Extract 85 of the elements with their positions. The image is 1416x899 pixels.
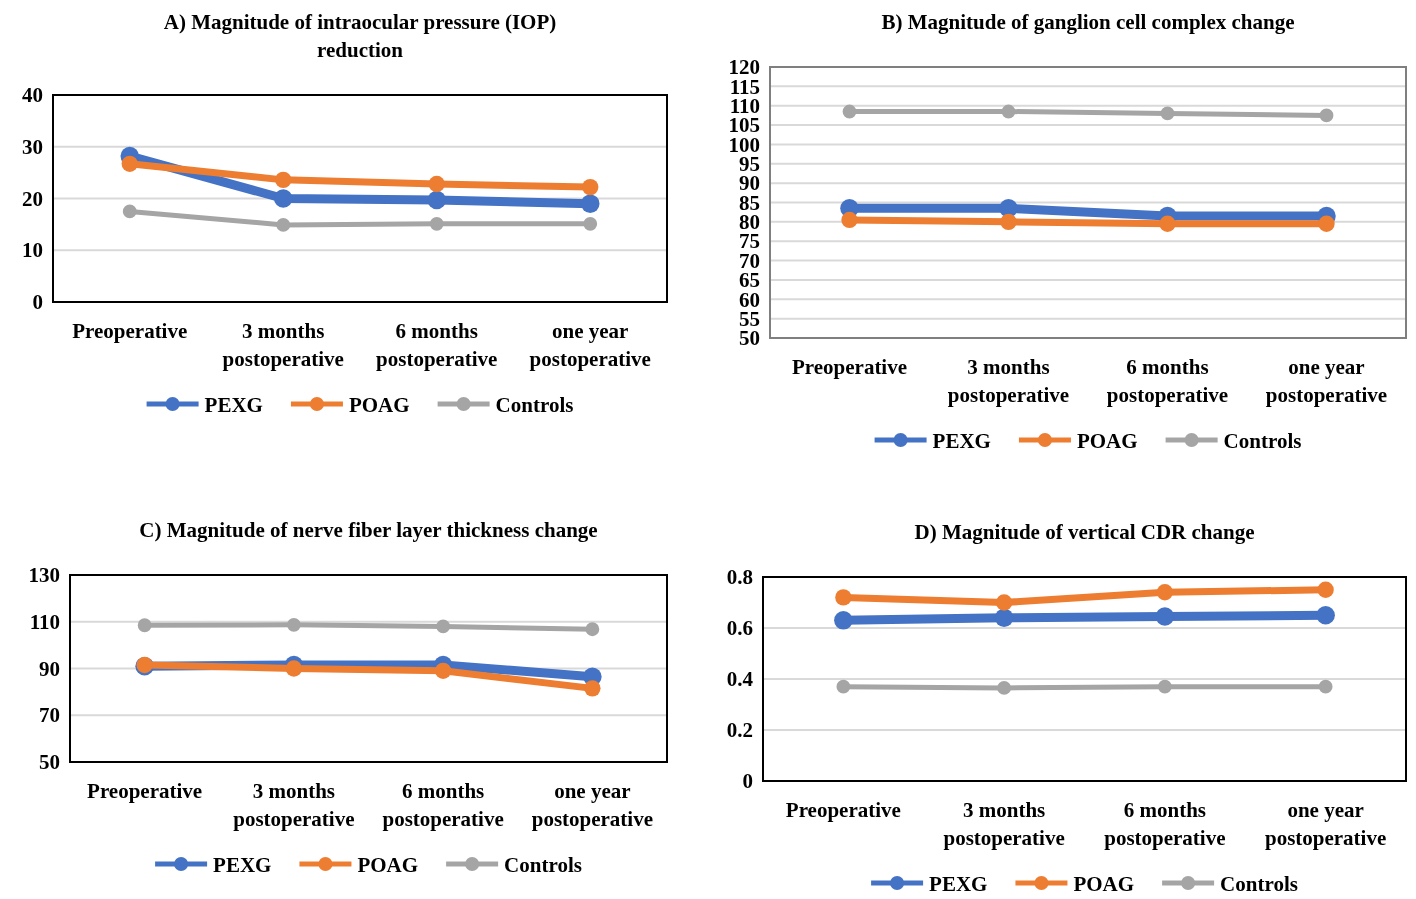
point bbox=[434, 662, 452, 679]
point bbox=[585, 622, 600, 637]
legend-label: POAG bbox=[348, 393, 410, 417]
legend-label: Controls bbox=[1220, 872, 1298, 896]
point bbox=[835, 589, 852, 606]
point bbox=[275, 171, 292, 189]
x-tick-label: one year postoperative bbox=[531, 779, 654, 831]
point bbox=[285, 660, 303, 677]
legend-label: PEXG bbox=[932, 429, 991, 453]
y-tick-label: 70 bbox=[39, 703, 60, 728]
point bbox=[1319, 108, 1334, 123]
x-tick-label: one year postoperative bbox=[529, 319, 651, 371]
point bbox=[1000, 213, 1017, 231]
x-tick-label: 3 months postoperative bbox=[233, 779, 355, 831]
point bbox=[1318, 215, 1335, 232]
y-tick-label: 0.8 bbox=[726, 565, 753, 590]
point bbox=[836, 679, 851, 694]
y-tick-label: 130 bbox=[28, 563, 60, 588]
chart-title: C) Magnitude of nerve fiber layer thickness change bbox=[139, 518, 598, 542]
y-tick-label: 0.2 bbox=[726, 718, 753, 743]
point bbox=[436, 619, 451, 634]
point bbox=[1155, 607, 1175, 626]
chart-title: D) Magnitude of vertical CDR change bbox=[914, 520, 1255, 544]
x-tick-label: 6 months postoperative bbox=[1106, 355, 1229, 407]
point bbox=[584, 680, 601, 697]
x-tick-label: Preoperative bbox=[791, 355, 908, 379]
y-tick-label: 40 bbox=[22, 83, 43, 108]
point bbox=[1001, 104, 1016, 119]
point bbox=[842, 104, 857, 119]
x-tick-label: one year postoperative bbox=[1264, 798, 1387, 850]
point bbox=[427, 190, 447, 210]
x-tick-label: Preoperative bbox=[72, 319, 188, 343]
x-tick-label: 6 months postoperative bbox=[382, 779, 504, 831]
y-tick-label: 110 bbox=[29, 609, 60, 634]
point bbox=[121, 155, 138, 172]
y-tick-label: 0 bbox=[32, 290, 43, 315]
x-tick-label: one year postoperative bbox=[1265, 355, 1388, 407]
point bbox=[580, 194, 600, 213]
y-tick-label: 90 bbox=[39, 656, 60, 681]
point bbox=[1316, 606, 1335, 625]
point bbox=[1317, 581, 1334, 598]
legend-label: Controls bbox=[495, 393, 574, 417]
point bbox=[1159, 215, 1176, 232]
point bbox=[429, 216, 444, 231]
point bbox=[273, 189, 293, 208]
y-tick-label: 10 bbox=[22, 238, 43, 263]
y-tick-label: 50 bbox=[39, 750, 60, 775]
point bbox=[1318, 679, 1333, 694]
y-tick-label: 0.4 bbox=[726, 667, 754, 692]
legend-label: POAG bbox=[357, 853, 419, 877]
legend-label: PEXG bbox=[213, 853, 272, 877]
y-tick-label: 0 bbox=[742, 769, 753, 794]
x-tick-label: 6 months postoperative bbox=[1104, 798, 1226, 850]
x-tick-label: 3 months postoperative bbox=[222, 319, 344, 371]
point bbox=[1157, 679, 1172, 694]
point bbox=[841, 211, 858, 229]
y-tick-label: 0.6 bbox=[726, 616, 753, 641]
legend-label: PEXG bbox=[929, 872, 988, 896]
point bbox=[583, 216, 598, 231]
point bbox=[286, 617, 301, 632]
point bbox=[997, 681, 1012, 695]
legend-label: Controls bbox=[1223, 429, 1302, 453]
chart-title: A) Magnitude of intraocular pressure (IOP) reduction bbox=[163, 10, 557, 62]
chart-title: B) Magnitude of ganglion cell complex change bbox=[881, 10, 1295, 34]
x-tick-label: Preoperative bbox=[785, 798, 901, 822]
x-tick-label: 6 months postoperative bbox=[376, 319, 498, 371]
point bbox=[137, 618, 152, 633]
point bbox=[428, 175, 445, 193]
legend-label: Controls bbox=[504, 853, 582, 877]
point bbox=[994, 608, 1014, 628]
x-tick-label: 3 months postoperative bbox=[947, 355, 1070, 407]
y-tick-label: 20 bbox=[22, 186, 43, 211]
point bbox=[276, 218, 291, 232]
point bbox=[122, 204, 137, 219]
point bbox=[582, 178, 599, 196]
legend-label: PEXG bbox=[204, 393, 263, 417]
point bbox=[834, 611, 853, 630]
x-tick-label: 3 months postoperative bbox=[943, 798, 1065, 850]
point bbox=[1156, 584, 1174, 601]
x-tick-label: Preoperative bbox=[87, 779, 203, 803]
point bbox=[1160, 106, 1175, 121]
y-tick-label: 30 bbox=[22, 134, 43, 159]
legend-label: POAG bbox=[1076, 429, 1138, 453]
point bbox=[995, 594, 1013, 611]
legend-label: POAG bbox=[1073, 872, 1135, 896]
